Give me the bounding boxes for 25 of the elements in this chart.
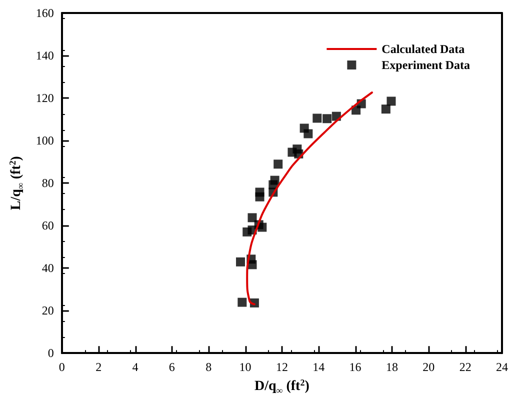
x-tick-label: 0	[58, 360, 65, 374]
y-axis-title: L/q∞ (ft2)	[8, 156, 26, 210]
x-tick-label: 20	[422, 360, 435, 374]
x-tick-label: 24	[496, 360, 508, 374]
y-tick-label: 40	[42, 261, 54, 276]
legend-label: Experiment Data	[382, 58, 470, 72]
y-tick-label: 20	[42, 304, 54, 318]
x-tick-label: 2	[96, 360, 102, 374]
x-tick-label: 4	[132, 360, 138, 374]
y-tick-label: 120	[36, 91, 54, 106]
x-tick-label: 18	[386, 360, 398, 374]
x-tick-label: 10	[239, 360, 252, 374]
x-tick-label: 8	[206, 360, 212, 374]
y-tick-label: 100	[36, 134, 54, 148]
x-tick-label: 16	[349, 360, 362, 374]
x-tick-label: 6	[168, 360, 175, 374]
y-tick-label: 80	[42, 176, 54, 190]
legend-label: Calculated Data	[382, 42, 465, 56]
x-tick-label: 14	[312, 360, 325, 374]
y-tick-label: 60	[42, 218, 54, 233]
y-tick-label: 140	[36, 48, 54, 63]
x-tick-label: 22	[459, 360, 472, 374]
x-tick-label: 12	[276, 360, 288, 374]
y-tick-label: 160	[36, 6, 54, 20]
y-tick-label: 0	[48, 346, 54, 360]
